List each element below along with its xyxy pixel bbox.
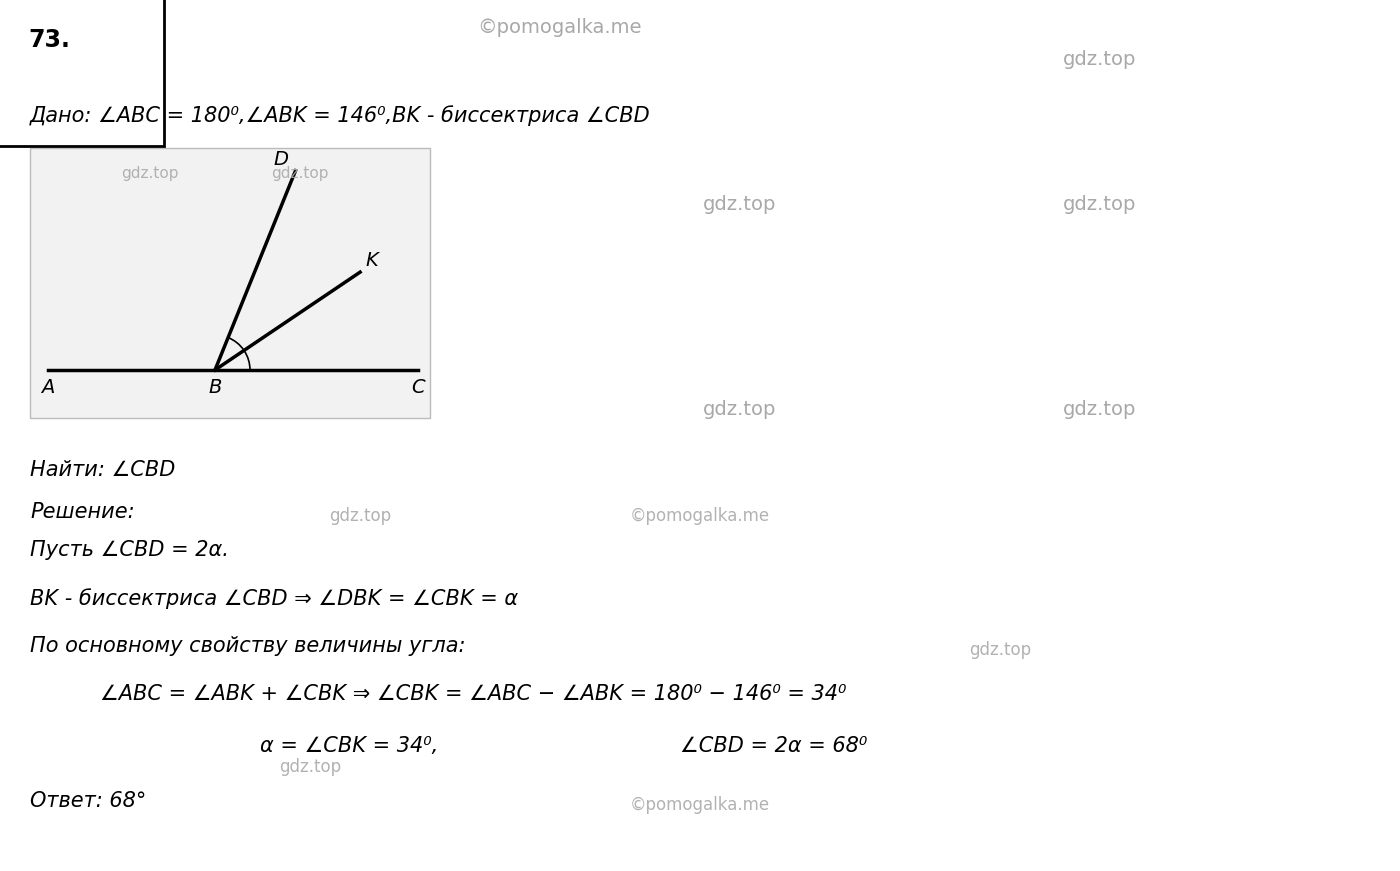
Text: gdz.top: gdz.top xyxy=(122,166,179,181)
Text: ©pomogalka.me: ©pomogalka.me xyxy=(630,507,770,525)
Text: ©pomogalka.me: ©pomogalka.me xyxy=(630,796,770,814)
Text: ∠CBD = 2α = 68⁰: ∠CBD = 2α = 68⁰ xyxy=(680,736,867,756)
Text: gdz.top: gdz.top xyxy=(272,166,329,181)
Text: ©pomogalka.me: ©pomogalka.me xyxy=(477,18,643,37)
Text: C: C xyxy=(412,378,424,397)
Text: D: D xyxy=(273,150,288,169)
Text: K: K xyxy=(365,251,378,270)
Text: BK - биссектриса ∠CBD ⇒ ∠DBK = ∠CBK = α: BK - биссектриса ∠CBD ⇒ ∠DBK = ∠CBK = α xyxy=(29,588,518,609)
Text: α = ∠CBK = 34⁰,: α = ∠CBK = 34⁰, xyxy=(260,736,438,756)
Text: gdz.top: gdz.top xyxy=(279,758,342,776)
Text: Пусть ∠CBD = 2α.: Пусть ∠CBD = 2α. xyxy=(29,540,228,560)
Text: Дано: ∠ABC = 180⁰,∠ABK = 146⁰,BK - биссектриса ∠CBD: Дано: ∠ABC = 180⁰,∠ABK = 146⁰,BK - биссе… xyxy=(29,105,651,125)
Text: A: A xyxy=(42,378,55,397)
Text: По основному свойству величины угла:: По основному свойству величины угла: xyxy=(29,636,465,656)
Text: gdz.top: gdz.top xyxy=(703,195,777,214)
Text: gdz.top: gdz.top xyxy=(703,400,777,419)
Text: gdz.top: gdz.top xyxy=(329,507,391,525)
Text: Решение:: Решение: xyxy=(29,502,134,522)
Text: 73.: 73. xyxy=(28,28,70,52)
Text: gdz.top: gdz.top xyxy=(1064,195,1137,214)
Text: gdz.top: gdz.top xyxy=(1064,400,1137,419)
Text: B: B xyxy=(209,378,221,397)
Text: ∠ABC = ∠ABK + ∠CBK ⇒ ∠CBK = ∠ABC − ∠ABK = 180⁰ − 146⁰ = 34⁰: ∠ABC = ∠ABK + ∠CBK ⇒ ∠CBK = ∠ABC − ∠ABK … xyxy=(99,684,847,704)
Text: gdz.top: gdz.top xyxy=(1064,50,1137,69)
Text: gdz.top: gdz.top xyxy=(969,641,1030,659)
Bar xyxy=(29,148,430,418)
Text: Найти: ∠CBD: Найти: ∠CBD xyxy=(29,460,175,480)
Text: Ответ: 68°: Ответ: 68° xyxy=(29,791,147,811)
